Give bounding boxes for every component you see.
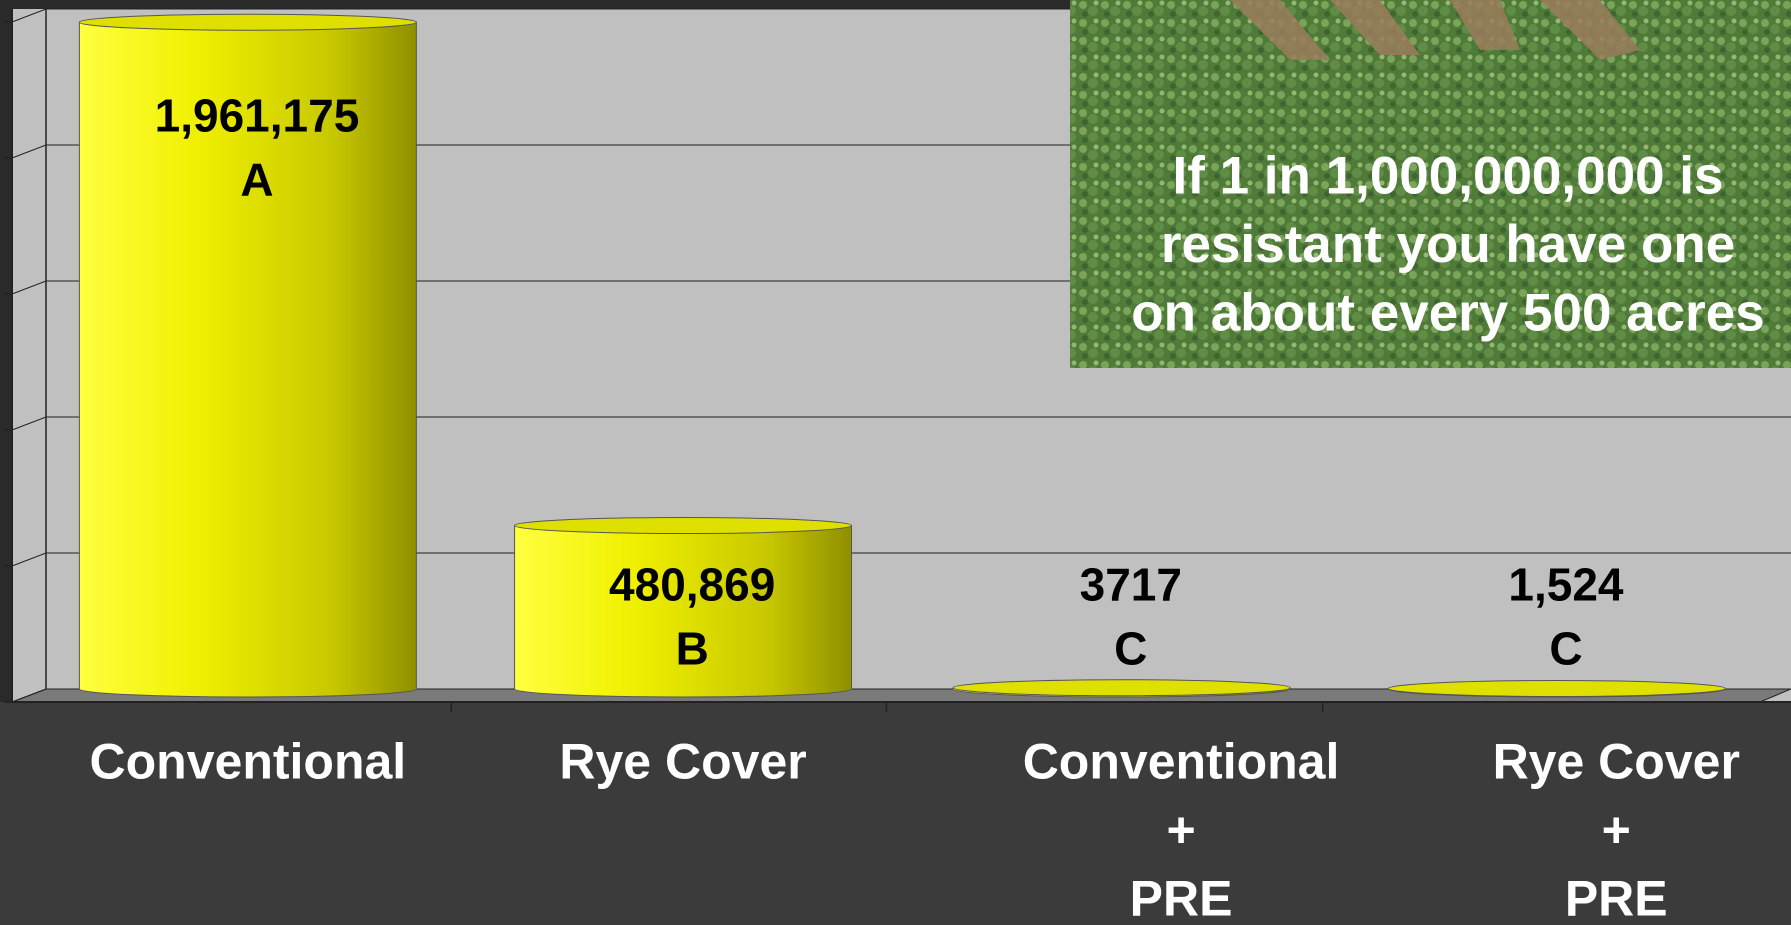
soil-rows — [1230, 0, 1640, 60]
grid-line — [11, 552, 1791, 567]
x-tick-label: Rye Cover — [559, 733, 806, 789]
significance-letter: C — [1114, 622, 1147, 674]
bar-body — [514, 525, 853, 698]
x-tick-label: Rye Cover — [1493, 733, 1740, 789]
annotation: If 1 in 1,000,000,000 is — [1173, 146, 1724, 205]
bar-top — [952, 679, 1291, 697]
x-tick-label: Conventional — [1023, 733, 1340, 789]
significance-letter: A — [240, 153, 273, 205]
x-tick-label: + — [1602, 802, 1631, 858]
bar — [1387, 679, 1726, 698]
value-label: 480,869 — [609, 558, 775, 610]
bar-top — [1387, 679, 1726, 697]
bar-top — [78, 13, 417, 31]
grid-line — [11, 416, 1791, 431]
value-label: 1,961,175 — [155, 89, 360, 141]
bar — [514, 517, 853, 698]
value-label: 3717 — [1080, 558, 1182, 610]
x-tick-label: + — [1166, 802, 1195, 858]
bar — [78, 13, 417, 698]
photo — [1070, 0, 1791, 368]
bar-top — [514, 517, 853, 535]
significance-letter: B — [676, 622, 709, 674]
annotation: on about every 500 acres — [1131, 283, 1764, 342]
photo-inset: If 1 in 1,000,000,000 is resistant you ha… — [1070, 0, 1791, 368]
label-area — [0, 702, 1791, 925]
x-tick-label: Conventional — [90, 733, 407, 789]
annotation: resistant you have one — [1161, 215, 1735, 274]
bar-body — [78, 21, 417, 698]
x-tick-label: PRE — [1565, 871, 1668, 925]
bar — [952, 679, 1291, 698]
value-label: 1,524 — [1508, 558, 1624, 610]
x-tick-label: PRE — [1130, 871, 1233, 925]
significance-letter: C — [1549, 622, 1582, 674]
